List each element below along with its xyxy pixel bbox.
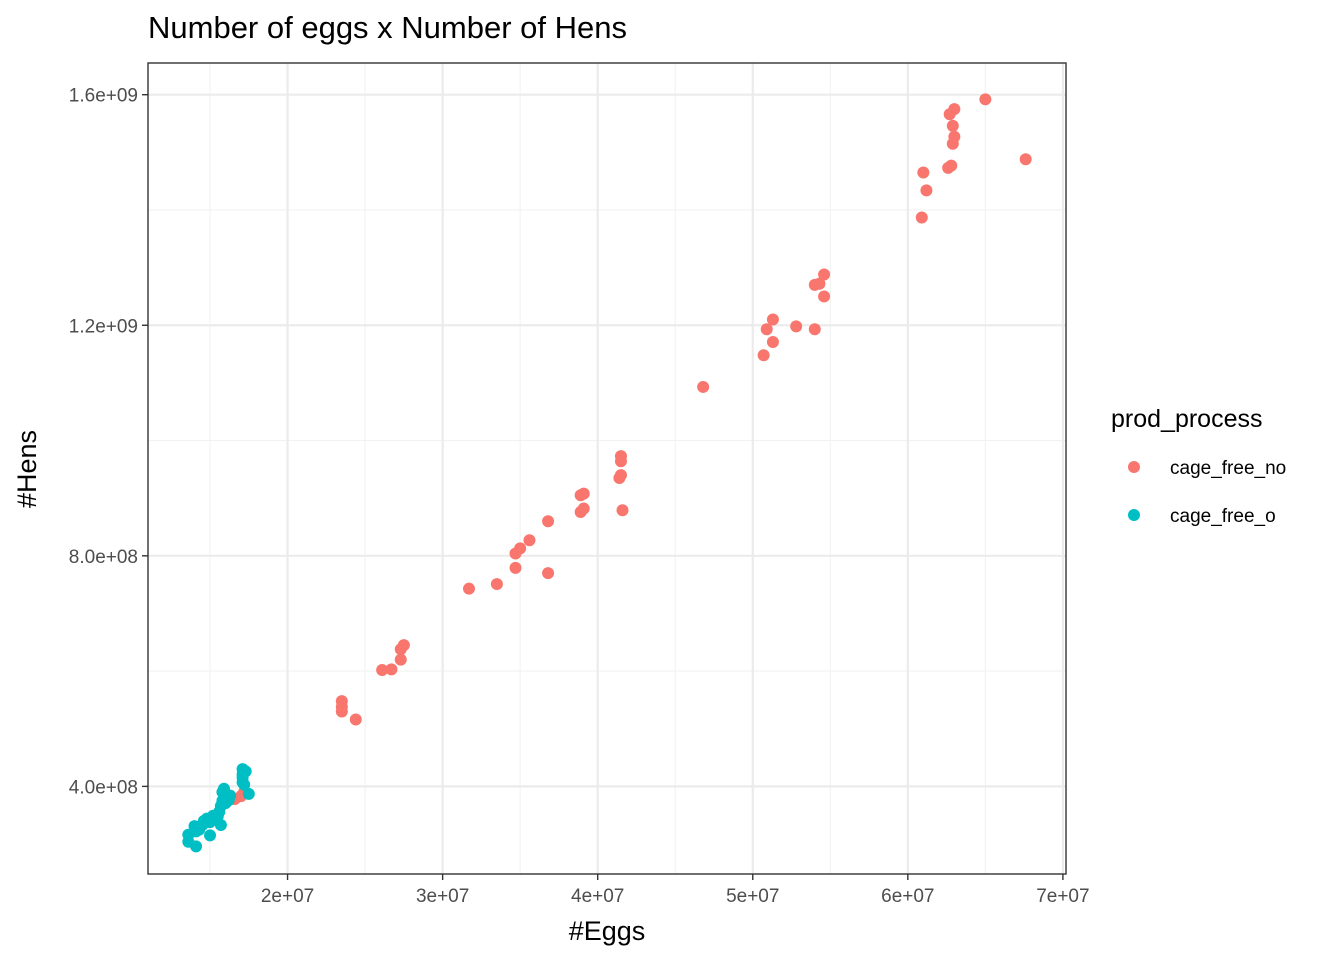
data-point-cage-free-no (514, 542, 527, 555)
y-tick-label: 1.2e+09 (69, 316, 138, 337)
data-point-cage-free-no (757, 349, 770, 362)
data-point-cage-free-no (509, 561, 522, 574)
x-axis-title: #Eggs (569, 916, 646, 946)
data-point-cage-free-no (920, 184, 933, 197)
data-point-cage-free-o (204, 829, 217, 842)
legend-key-cage-free-no (1128, 461, 1140, 473)
data-point-cage-free-no (946, 119, 959, 132)
legend-title: prod_process (1111, 405, 1262, 433)
data-point-cage-free-no (948, 130, 961, 143)
data-point-cage-free-no (614, 450, 627, 463)
data-point-cage-free-no (948, 103, 961, 116)
data-point-cage-free-no (577, 502, 590, 515)
data-point-cage-free-o (190, 840, 203, 853)
data-point-cage-free-o (238, 778, 251, 791)
data-point-cage-free-no (577, 487, 590, 500)
plot-panel-border (147, 62, 1067, 875)
data-point-cage-free-o (236, 763, 249, 776)
data-point-cage-free-no (542, 567, 555, 580)
y-tick-label: 4.0e+08 (69, 777, 138, 798)
legend-key-cage-free-o (1128, 509, 1140, 521)
chart-title: Number of eggs x Number of Hens (148, 10, 627, 45)
data-point-cage-free-o (214, 819, 227, 832)
data-point-cage-free-no (697, 380, 710, 393)
x-tick-label: 4e+07 (571, 886, 624, 907)
legend-label: cage_free_no (1170, 458, 1286, 479)
data-point-cage-free-no (790, 320, 803, 333)
legend-label: cage_free_o (1170, 506, 1276, 527)
y-tick-label: 1.6e+09 (69, 86, 138, 107)
data-points (182, 93, 1032, 853)
x-tick-label: 6e+07 (881, 886, 934, 907)
data-point-cage-free-no (915, 211, 928, 224)
data-point-cage-free-no (979, 93, 992, 106)
data-point-cage-free-no (385, 663, 398, 676)
data-point-cage-free-no (945, 159, 958, 172)
data-point-cage-free-no (760, 323, 773, 336)
data-point-cage-free-no (349, 713, 362, 726)
x-axis-ticks: 2e+07 3e+07 4e+07 5e+07 6e+07 7e+07 (261, 874, 1090, 907)
data-point-cage-free-no (766, 313, 779, 326)
data-point-cage-free-no (394, 653, 407, 666)
data-point-cage-free-no (917, 166, 930, 179)
x-tick-label: 2e+07 (261, 886, 314, 907)
x-tick-label: 7e+07 (1036, 886, 1089, 907)
minor-gridlines (148, 63, 1066, 874)
major-gridlines (148, 63, 1066, 874)
x-tick-label: 5e+07 (726, 886, 779, 907)
data-point-cage-free-no (462, 582, 475, 595)
data-point-cage-free-no (490, 578, 503, 591)
data-point-cage-free-no (818, 268, 831, 281)
data-point-cage-free-no (1019, 153, 1032, 166)
data-point-cage-free-no (614, 469, 627, 482)
data-point-cage-free-no (397, 639, 410, 652)
data-point-cage-free-no (818, 290, 831, 303)
data-point-cage-free-no (616, 504, 629, 517)
x-tick-label: 3e+07 (416, 886, 469, 907)
data-point-cage-free-no (335, 705, 348, 718)
legend-items: cage_free_no cage_free_o (1128, 458, 1286, 527)
legend: prod_process cage_free_no cage_free_o (1111, 405, 1286, 527)
y-tick-label: 8.0e+08 (69, 547, 138, 568)
data-point-cage-free-no (808, 323, 821, 336)
data-point-cage-free-o (242, 787, 255, 800)
data-point-cage-free-no (766, 335, 779, 348)
data-point-cage-free-no (376, 663, 389, 676)
y-axis-title: #Hens (12, 430, 42, 508)
data-point-cage-free-no (813, 277, 826, 290)
data-point-cage-free-o (222, 794, 235, 807)
data-point-cage-free-no (542, 515, 555, 528)
data-point-cage-free-no (523, 534, 536, 547)
y-axis-ticks: 4.0e+08 8.0e+08 1.2e+09 1.6e+09 (69, 86, 148, 798)
